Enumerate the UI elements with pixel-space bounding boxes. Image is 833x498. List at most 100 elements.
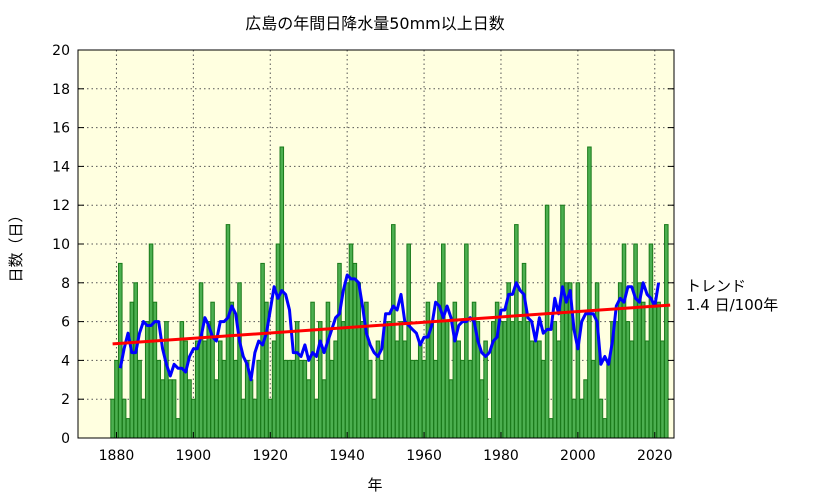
- x-tick-label: 2020: [637, 448, 673, 464]
- chart-title: 広島の年間日降水量50mm以上日数: [245, 14, 505, 33]
- y-tick-label: 18: [52, 82, 70, 98]
- bar-1988: [529, 340, 534, 439]
- bar-1884: [129, 301, 135, 439]
- bar-1970: [460, 359, 465, 439]
- bar-1910: [229, 301, 235, 439]
- bar-1934: [321, 379, 327, 439]
- x-tick-label: 1880: [99, 448, 135, 464]
- bar-2007: [602, 418, 608, 439]
- bar-1902: [198, 282, 204, 439]
- y-tick-label: 16: [52, 121, 70, 137]
- bar-1894: [168, 379, 173, 439]
- bar-1907: [218, 340, 223, 439]
- bar-1975: [479, 379, 485, 439]
- bar-1994: [552, 321, 558, 439]
- bar-1908: [221, 359, 227, 439]
- y-tick-label: 0: [61, 431, 70, 447]
- bar-1972: [467, 359, 473, 439]
- bar-1903: [202, 340, 208, 439]
- bar-2023: [664, 224, 669, 439]
- bar-1940: [344, 282, 350, 439]
- bar-1959: [417, 340, 423, 439]
- bar-1885: [133, 282, 138, 439]
- y-tick-label: 12: [52, 198, 70, 214]
- bar-1997: [564, 282, 569, 439]
- bar-2011: [617, 282, 623, 439]
- bar-1915: [248, 379, 254, 439]
- bar-1886: [137, 359, 142, 439]
- bar-1913: [241, 398, 246, 439]
- bar-1881: [118, 262, 123, 439]
- bar-1983: [510, 321, 515, 439]
- bar-1967: [448, 379, 454, 439]
- bar-2018: [644, 340, 650, 439]
- bar-1891: [156, 359, 162, 439]
- bar-1980: [498, 321, 504, 439]
- bar-1941: [348, 243, 354, 439]
- bar-1918: [260, 262, 265, 439]
- bar-1990: [537, 340, 542, 439]
- bar-1912: [237, 282, 242, 439]
- bar-1887: [141, 398, 146, 439]
- x-tick-label: 1960: [406, 448, 442, 464]
- bar-2012: [621, 243, 627, 439]
- bar-1880: [114, 359, 119, 439]
- y-tick-label: 6: [61, 315, 70, 331]
- trend-rate-label: 1.4 日/100年: [686, 296, 778, 314]
- grid: [78, 50, 674, 438]
- bar-1899: [187, 379, 192, 439]
- bar-1942: [352, 262, 358, 439]
- bar-1932: [314, 398, 319, 439]
- bar-1984: [514, 224, 519, 439]
- bar-1892: [160, 379, 165, 439]
- bar-1895: [171, 379, 177, 439]
- bar-1939: [341, 321, 346, 439]
- bar-1995: [556, 340, 561, 439]
- bar-1951: [387, 321, 392, 439]
- bar-1904: [206, 321, 212, 439]
- bar-1896: [175, 418, 181, 439]
- bar-1956: [406, 243, 411, 439]
- bar-2003: [587, 146, 592, 439]
- bar-1993: [548, 418, 554, 439]
- y-tick-label: 8: [61, 276, 70, 292]
- x-tick-label: 2000: [560, 448, 596, 464]
- moving-average-line: [118, 273, 661, 382]
- bar-1935: [325, 301, 331, 439]
- bar-1966: [444, 321, 450, 439]
- bar-1916: [252, 398, 258, 439]
- bar-2006: [598, 398, 604, 439]
- bar-1996: [560, 204, 565, 439]
- bar-1924: [283, 359, 288, 439]
- bar-2015: [633, 243, 638, 439]
- bar-1906: [214, 379, 219, 439]
- bar-1987: [525, 321, 531, 439]
- bar-1933: [317, 321, 323, 439]
- bar-1953: [394, 340, 400, 439]
- bar-1898: [183, 340, 188, 439]
- bar-1957: [410, 359, 415, 439]
- bar-1982: [506, 282, 511, 439]
- y-axis-label: 日数（日）: [7, 207, 25, 282]
- bar-2020: [652, 301, 658, 439]
- y-tick-label: 4: [61, 353, 70, 369]
- bar-1911: [233, 359, 238, 439]
- x-tick-label: 1920: [252, 448, 288, 464]
- x-tick-label: 1980: [483, 448, 519, 464]
- bar-1969: [456, 340, 461, 439]
- trend-line: [112, 303, 671, 346]
- bar-1999: [571, 398, 577, 439]
- bar-1905: [210, 301, 215, 439]
- bar-1922: [275, 243, 281, 439]
- bar-1985: [517, 321, 523, 439]
- bar-1882: [121, 398, 127, 439]
- bar-2017: [640, 301, 646, 439]
- bar-2013: [625, 321, 631, 439]
- bar-1921: [271, 340, 277, 439]
- bar-1938: [337, 262, 342, 439]
- bar-1986: [521, 262, 527, 439]
- y-tick-label: 10: [52, 237, 70, 253]
- bar-1971: [464, 243, 469, 439]
- bar-2021: [656, 301, 661, 439]
